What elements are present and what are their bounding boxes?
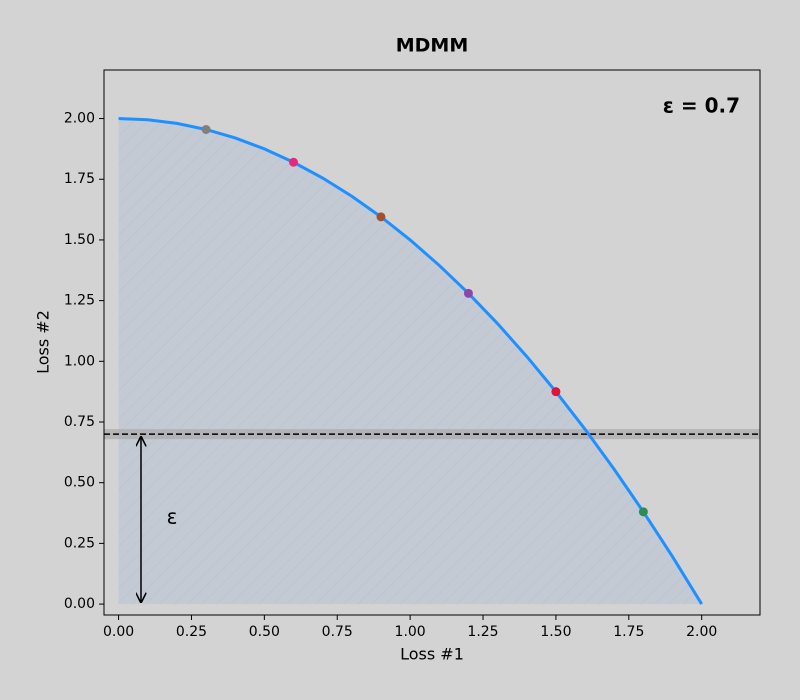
point	[463, 288, 473, 298]
frontier-curve	[118, 117, 703, 605]
x-tick-label: 0.25	[176, 624, 207, 640]
y-tick-label: 0.25	[64, 535, 95, 551]
y-tick-label: 1.00	[64, 353, 95, 369]
y-tick-label: 1.50	[64, 232, 95, 248]
x-tick-label: 0.50	[249, 624, 280, 640]
chart-title: MDMM	[396, 35, 469, 57]
point	[638, 507, 648, 517]
x-tick-label: 1.00	[395, 624, 426, 640]
y-tick-label: 0.00	[64, 596, 95, 612]
point	[201, 124, 211, 134]
point	[289, 157, 299, 167]
point	[551, 387, 561, 397]
y-tick-label: 0.50	[64, 475, 95, 491]
y-tick-label: 0.75	[64, 414, 95, 430]
point	[376, 212, 386, 222]
y-axis-label: Loss #2	[34, 310, 53, 374]
epsilon-label: ε	[167, 505, 178, 529]
x-tick-label: 1.50	[540, 624, 571, 640]
feasible-area	[118, 118, 702, 605]
y-tick-label: 1.25	[64, 293, 95, 309]
x-tick-label: 0.75	[322, 624, 353, 640]
x-tick-label: 2.00	[686, 624, 717, 640]
annotation: ε = 0.7	[663, 94, 740, 118]
plot-frame	[103, 69, 761, 616]
y-tick-label: 2.00	[64, 111, 95, 127]
x-tick-label: 1.75	[613, 624, 644, 640]
x-axis-label: Loss #1	[400, 645, 464, 664]
x-tick-label: 1.25	[467, 624, 498, 640]
x-tick-label: 0.00	[103, 624, 134, 640]
y-tick-label: 1.75	[64, 171, 95, 187]
